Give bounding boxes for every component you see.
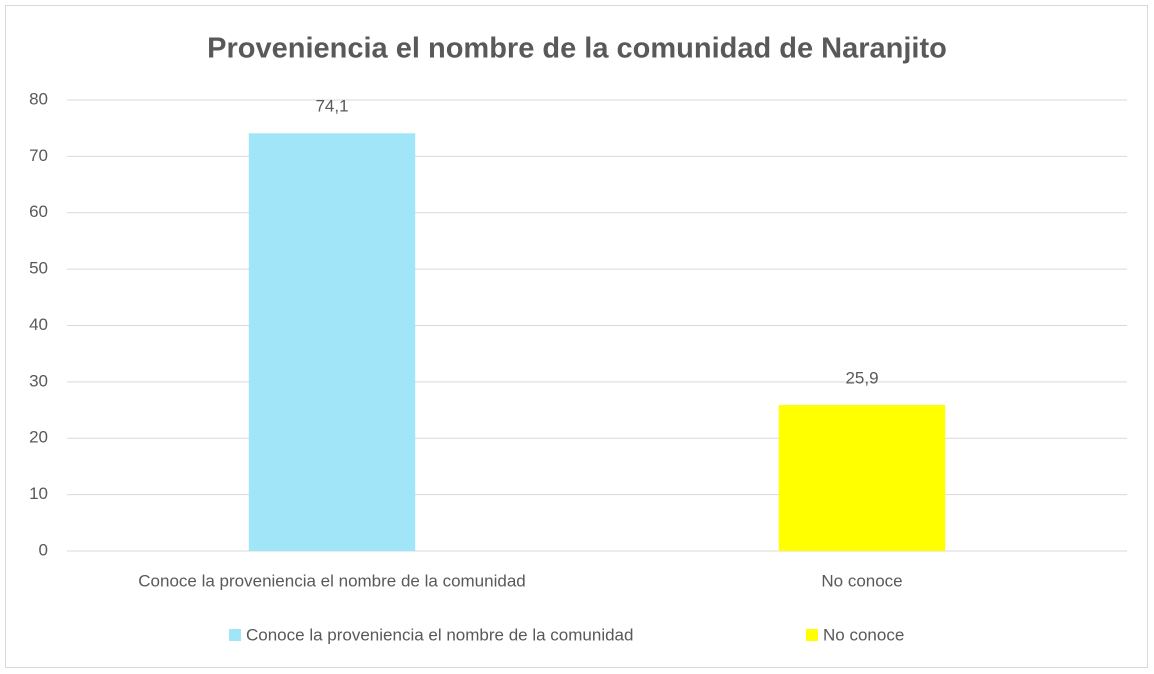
bar [778, 404, 946, 551]
x-tick-label: No conoce [821, 571, 902, 590]
chart-title: Proveniencia el nombre de la comunidad d… [207, 33, 947, 65]
bar [248, 133, 416, 552]
y-tick-label: 40 [29, 315, 48, 334]
value-label: 74,1 [315, 97, 348, 116]
chart-border [5, 5, 1148, 668]
x-tick-label: Conoce la proveniencia el nombre de la c… [138, 571, 525, 590]
y-tick-label: 50 [29, 259, 48, 278]
y-tick-label: 0 [39, 540, 48, 559]
legend-label: No conoce [823, 625, 904, 644]
y-tick-label: 30 [29, 371, 48, 390]
y-tick-label: 80 [29, 89, 48, 108]
y-tick-label: 10 [29, 484, 48, 503]
legend-label: Conoce la proveniencia el nombre de la c… [246, 625, 633, 644]
y-tick-label: 60 [29, 202, 48, 221]
y-tick-label: 70 [29, 146, 48, 165]
y-tick-label: 20 [29, 428, 48, 447]
legend-swatch [229, 629, 241, 641]
legend-swatch [806, 629, 818, 641]
value-label: 25,9 [845, 368, 878, 387]
